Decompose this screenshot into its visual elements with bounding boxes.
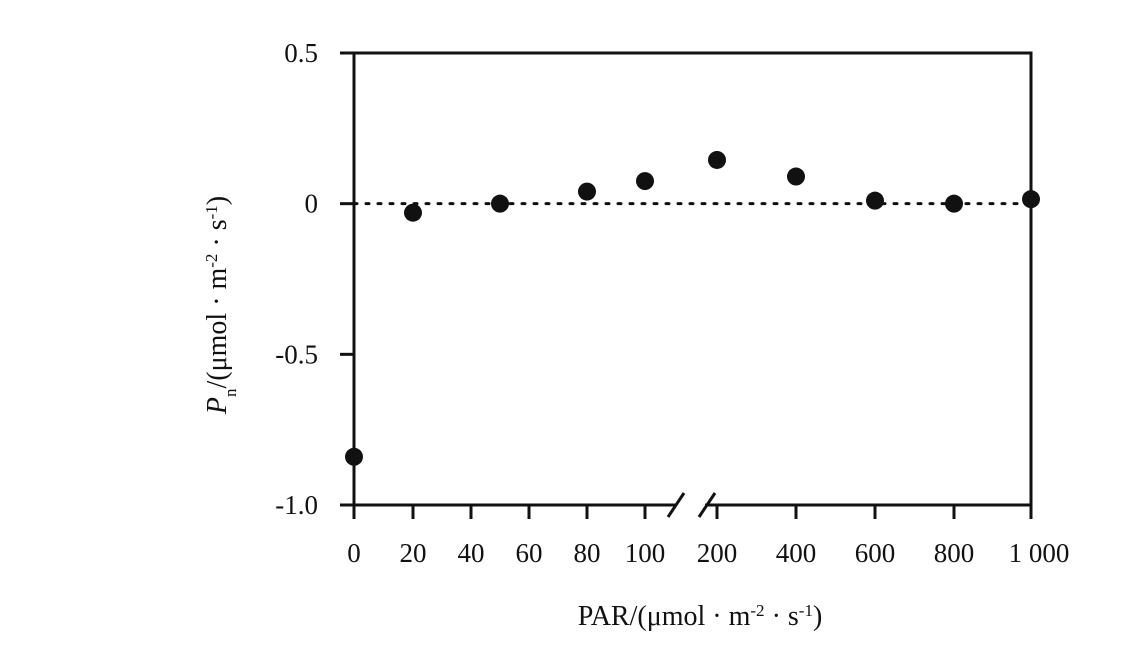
x-tick-label: 40 (458, 538, 485, 568)
data-point (404, 203, 422, 222)
data-point (345, 447, 363, 466)
axis-break-mark-right (697, 492, 717, 518)
axis-title-part: · s (202, 219, 233, 253)
x-tick-label: 600 (855, 538, 896, 568)
x-tick-label: 400 (776, 538, 817, 568)
data-point (945, 194, 963, 213)
x-tick-label: 80 (574, 538, 601, 568)
x-tick-label: 20 (400, 538, 427, 568)
axis-title-part: P (202, 397, 233, 415)
plot-area (352, 51, 1033, 518)
axis-title-part: ) (202, 196, 233, 205)
axis-title-part: -1 (799, 601, 813, 620)
axis-title-part: PAR/(μmol · m (578, 601, 751, 632)
x-tick-label: 200 (697, 538, 738, 568)
data-point (578, 182, 596, 201)
axis-title-part: -2 (202, 254, 221, 268)
y-tick-label: -1.0 (275, 490, 318, 520)
axis-title-part: ) (813, 601, 822, 632)
data-point (636, 172, 654, 191)
x-axis-title: PAR/(μmol · m-2 · s-1) (578, 601, 823, 633)
y-axis-ticks: 0.5 0 -0.5 -1.0 (275, 38, 354, 520)
axis-title-part: -1 (202, 205, 221, 219)
axis-break-mark-left (666, 492, 686, 518)
axis-title-part: n (221, 388, 240, 397)
axis-title-part: · s (765, 601, 799, 632)
y-tick-label: 0.5 (284, 38, 318, 68)
x-tick-label: 60 (516, 538, 543, 568)
x-tick-label: 0 (347, 538, 361, 568)
data-point (866, 191, 884, 210)
data-point (787, 167, 805, 186)
axis-title-part: -2 (750, 601, 764, 620)
x-tick-label: 100 (625, 538, 666, 568)
y-tick-label: 0 (305, 189, 319, 219)
data-point (708, 150, 726, 169)
data-points (345, 150, 1040, 466)
data-point (1022, 190, 1040, 209)
x-axis-ticks: 0 20 40 60 80 100 200 400 600 800 1 000 (347, 505, 1069, 568)
x-tick-label: 1 000 (1009, 538, 1070, 568)
x-tick-label: 800 (934, 538, 975, 568)
axis-title-part: /(μmol · m (202, 268, 233, 389)
y-axis-title: Pn/(μmol · m-2 · s-1) (202, 196, 240, 415)
data-point (491, 194, 509, 213)
y-tick-label: -0.5 (275, 339, 318, 369)
